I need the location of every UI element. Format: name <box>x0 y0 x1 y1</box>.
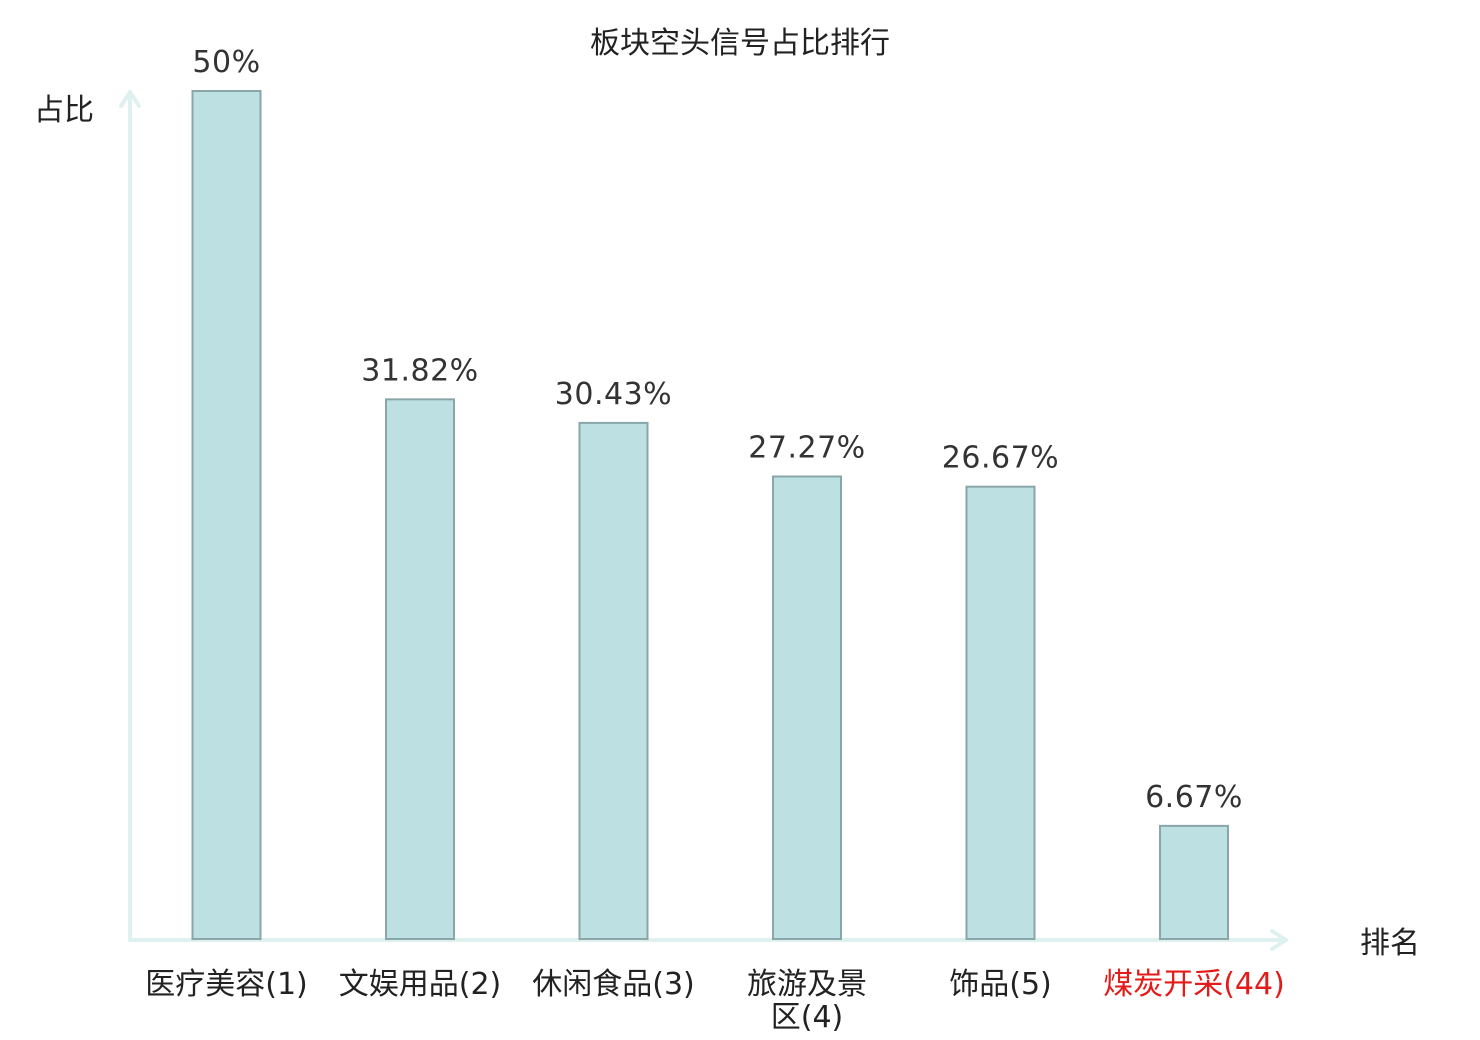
category-tick-label: 区(4) <box>771 1000 844 1035</box>
chart-title: 板块空头信号占比排行 <box>590 26 890 61</box>
bars-group: 50% 医疗美容(1) 31.82% 文娱用品(2) 30.43% 休闲食品(3) 27.2… <box>145 45 1285 1035</box>
category-tick-label: 文娱用品(2) <box>339 967 502 1002</box>
y-axis-arrow <box>119 90 141 108</box>
x-axis-label: 排名 <box>1360 926 1420 961</box>
bar-value-label: 50% <box>192 45 260 80</box>
bar <box>772 475 842 940</box>
bar-value-label: 30.43% <box>555 377 672 412</box>
bar-value-label: 31.82% <box>361 353 478 388</box>
x-axis-arrow <box>1270 929 1288 951</box>
bar-value-label: 26.67% <box>942 441 1059 476</box>
bar <box>191 90 262 940</box>
bar <box>1159 824 1229 940</box>
category-tick-label: 饰品(5) <box>949 967 1052 1002</box>
bar <box>578 421 649 940</box>
bar-value-label: 6.67% <box>1145 780 1243 815</box>
y-axis-label: 占比 <box>34 93 94 128</box>
bar <box>385 398 455 940</box>
bar <box>965 485 1036 940</box>
category-tick-label: 煤炭开采(44) <box>1103 967 1285 1002</box>
category-tick-label: 旅游及景 <box>747 967 867 1002</box>
category-tick-label: 医疗美容(1) <box>145 967 308 1002</box>
bar-value-label: 27.27% <box>748 431 865 466</box>
category-tick-label: 休闲食品(3) <box>532 967 695 1002</box>
